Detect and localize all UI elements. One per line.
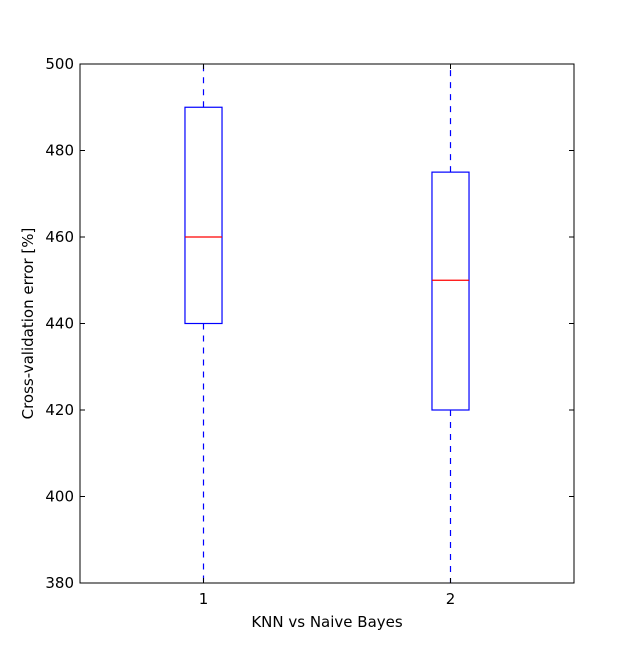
y-tick-label: 440	[45, 315, 74, 333]
boxes-layer	[184, 63, 470, 584]
ticks-layer: 380 400 420 440 460 480 500 1 2	[45, 55, 574, 608]
y-tick-label: 480	[45, 142, 74, 160]
x-tick-label: 1	[199, 590, 209, 608]
y-tick-label: 460	[45, 228, 74, 246]
y-tick-label: 380	[45, 574, 74, 592]
y-tick-label: 400	[45, 488, 74, 506]
plot-frame	[79, 63, 575, 584]
y-tick-label: 420	[45, 401, 74, 419]
x-axis-label: KNN vs Naive Bayes	[251, 613, 403, 631]
y-tick-label: 500	[45, 55, 74, 73]
box-group-2	[431, 63, 470, 584]
box-group-1	[184, 63, 223, 584]
box	[184, 106, 223, 325]
y-axis-label: Cross-validation error [%]	[19, 228, 37, 420]
box	[431, 171, 470, 411]
x-tick-label: 2	[446, 590, 456, 608]
